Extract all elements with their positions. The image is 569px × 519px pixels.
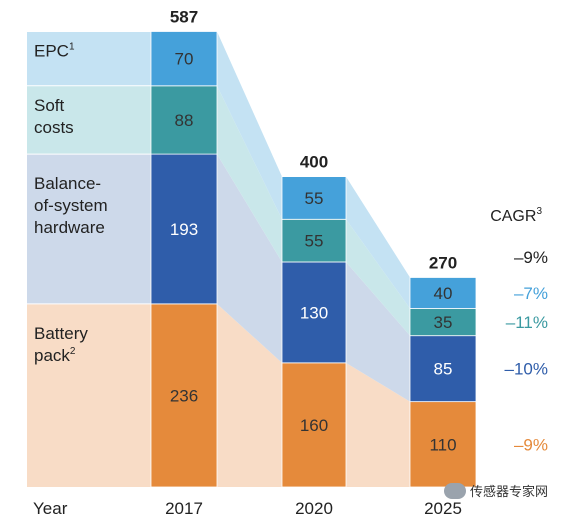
connector-band-0-1 [346, 362, 410, 487]
cagr-header: CAGR3 [490, 206, 542, 225]
legend-label: pack2 [34, 346, 76, 365]
bar-segment [409, 277, 477, 309]
data-label: 35 [434, 313, 453, 332]
bar-segment [409, 308, 477, 337]
watermark-text: 传感器专家网 [470, 485, 549, 500]
bar-segment [150, 31, 218, 87]
cagr-value: –9% [514, 435, 548, 454]
data-label: 236 [170, 386, 198, 405]
connector-band-3-0 [217, 31, 282, 220]
legend-label: Balance- [34, 174, 101, 193]
bar-segment [150, 303, 218, 488]
cagr-footnote: 3 [536, 206, 542, 217]
legend-footnote: 1 [69, 41, 75, 52]
total-label: 400 [300, 153, 328, 172]
legend-band-2 [27, 85, 151, 155]
connector-band-0-0 [217, 303, 282, 487]
x-tick-label: 2020 [295, 499, 333, 518]
data-label: 40 [434, 284, 453, 303]
data-label: 110 [429, 435, 456, 454]
connector-band-1-1 [346, 261, 410, 402]
legend-label: costs [34, 118, 74, 137]
data-label: 130 [300, 303, 328, 322]
data-label: 160 [300, 416, 328, 435]
bar-segment [150, 85, 218, 155]
legend-band-0 [27, 303, 151, 487]
cagr-value: –10% [505, 360, 548, 379]
total-label: 587 [170, 7, 198, 26]
cagr-value: –7% [514, 284, 548, 303]
cagr-value: –11% [506, 313, 548, 332]
bar-segment [281, 362, 347, 488]
legend-footnote: 2 [70, 346, 76, 357]
legend-band-3 [27, 31, 151, 86]
legend-label: Soft [34, 96, 65, 115]
bar-segment [281, 261, 347, 364]
data-label: 55 [305, 232, 324, 251]
connector-band-3-1 [346, 176, 410, 309]
connector-band-2-0 [217, 85, 282, 262]
connector-band-1-0 [217, 154, 282, 363]
data-label: 55 [305, 189, 324, 208]
x-tick-label: 2017 [165, 499, 203, 518]
bar-segment [409, 335, 477, 403]
connector-band-2-1 [346, 219, 410, 336]
total-label: 270 [429, 253, 457, 272]
watermark: 传感器专家网 [444, 481, 548, 500]
data-label: 70 [175, 50, 194, 69]
bar-segment [281, 218, 347, 263]
data-label: 88 [175, 111, 194, 130]
bar-segment [281, 176, 347, 220]
legend-label: of-system [34, 196, 108, 215]
legend-band-1 [27, 154, 151, 304]
legend-label: EPC1 [34, 41, 75, 60]
legend-label: hardware [34, 218, 105, 237]
x-tick-label: 2025 [424, 499, 462, 518]
legend-label: Battery [34, 324, 88, 343]
bar-segment [409, 401, 477, 488]
x-axis-label: Year [33, 499, 68, 518]
bar-segment [150, 153, 218, 305]
cagr-total: –9% [514, 248, 548, 267]
data-label: 193 [170, 220, 198, 239]
data-label: 85 [434, 360, 453, 379]
wechat-icon [444, 482, 466, 499]
